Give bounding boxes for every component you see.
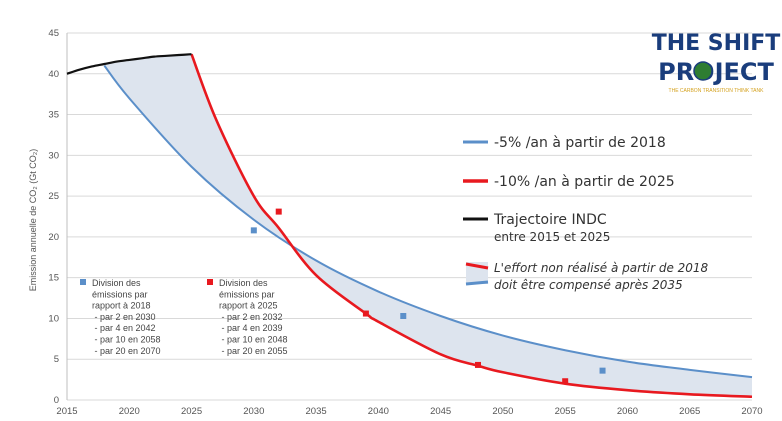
y-axis-label: Emission annuelle de CO₂ (Gt CO₂) [28,149,38,292]
marker-red-3 [562,378,569,385]
ann-red-line-2: rapport à 2025 [219,301,278,311]
y-tick-label-0: 0 [54,395,59,406]
y-tick-label-5: 5 [54,354,59,365]
series-lines [66,53,753,399]
x-tick-label-2055: 2055 [555,406,576,417]
legend-swatch-fill-blue [465,280,489,286]
x-tick-label-2050: 2050 [492,406,513,417]
logo-tagline: THE CARBON TRANSITION THINK TANK [669,88,765,94]
series-line-blue [103,65,753,379]
marker-red-1 [362,310,369,317]
y-tick-label-35: 35 [48,110,59,121]
series-line-black [66,53,192,75]
ann-blue-line-4: - par 4 en 2042 [92,323,156,333]
y-tick-label-20: 20 [48,232,59,243]
globe-icon [693,61,713,81]
ann-blue-line-6: - par 20 en 2070 [92,346,161,356]
y-tick-label-25: 25 [48,191,59,202]
ann-blue-line-3: - par 2 en 2030 [92,312,156,322]
marker-blue-0 [250,227,257,234]
ann-blue-line-2: rapport à 2018 [92,301,151,311]
annotation-blue-square [80,279,86,285]
ann-blue-line-5: - par 10 en 2058 [92,335,161,345]
logo: THE SHIFT PROJECT THE CARBON TRANSITION … [652,31,781,94]
effort-fill-path [104,54,752,397]
x-axis-ticks: 2015 2020 2025 2030 2035 2040 2045 2050 2055 2060… [56,406,762,417]
x-tick-label-2015: 2015 [56,406,77,417]
x-tick-label-2030: 2030 [243,406,264,417]
legend-label-black-line2: entre 2015 et 2025 [494,230,610,244]
legend-effort-line2: doit être compensé après 2035 [494,278,683,292]
marker-blue-1 [400,312,407,319]
legend-label-red: -10% /an à partir de 2025 [494,174,675,190]
x-tick-label-2060: 2060 [617,406,638,417]
annotation-blue-text: Division des émissions par rapport à 2018 … [92,278,161,356]
legend-label-black: Trajectoire INDC [493,212,607,228]
legend-effort-line1: L'effort non réalisé à partir de 2018 [494,261,709,275]
ann-blue-line-1: émissions par [92,289,148,299]
logo-line2: PROJECT [658,58,774,86]
y-tick-label-15: 15 [48,273,59,284]
x-tick-label-2070: 2070 [741,406,762,417]
x-tick-label-2040: 2040 [368,406,389,417]
marker-blue-2 [599,367,606,374]
y-tick-label-40: 40 [48,69,59,80]
x-tick-label-2035: 2035 [306,406,327,417]
x-tick-label-2025: 2025 [181,406,202,417]
ann-red-line-1: émissions par [219,289,275,299]
y-tick-label-10: 10 [48,313,59,324]
annotation-red: Division des émissions par rapport à 2025 … [207,278,288,356]
marker-red-0 [275,208,282,215]
logo-line1: THE SHIFT [652,31,781,56]
annotation-blue: Division des émissions par rapport à 2018 … [80,278,161,356]
ann-red-line-0: Division des [219,278,268,288]
annotation-red-text: Division des émissions par rapport à 2025 … [219,278,288,356]
x-tick-label-2065: 2065 [679,406,700,417]
ann-red-line-5: - par 10 en 2048 [219,335,288,345]
marker-red-2 [475,361,481,368]
data-markers [250,208,606,385]
y-axis-ticks: 0 5 10 15 20 25 30 35 40 45 [48,28,59,406]
legend: -5% /an à partir de 2018 -10% /an à part… [463,135,709,292]
annotation-red-square [207,279,213,285]
legend-label-blue: -5% /an à partir de 2018 [494,135,666,151]
series-line-red [190,53,753,399]
x-tick-label-2045: 2045 [430,406,451,417]
ann-blue-line-0: Division des [92,278,141,288]
ann-red-line-6: - par 20 en 2055 [219,346,288,356]
y-tick-label-45: 45 [48,28,59,39]
y-tick-label-30: 30 [48,150,59,161]
x-tick-label-2020: 2020 [119,406,140,417]
ann-red-line-3: - par 2 en 2032 [219,312,283,322]
effort-fill-area [104,54,752,397]
legend-swatch-fill-red [465,262,489,270]
ann-red-line-4: - par 4 en 2039 [219,323,283,333]
